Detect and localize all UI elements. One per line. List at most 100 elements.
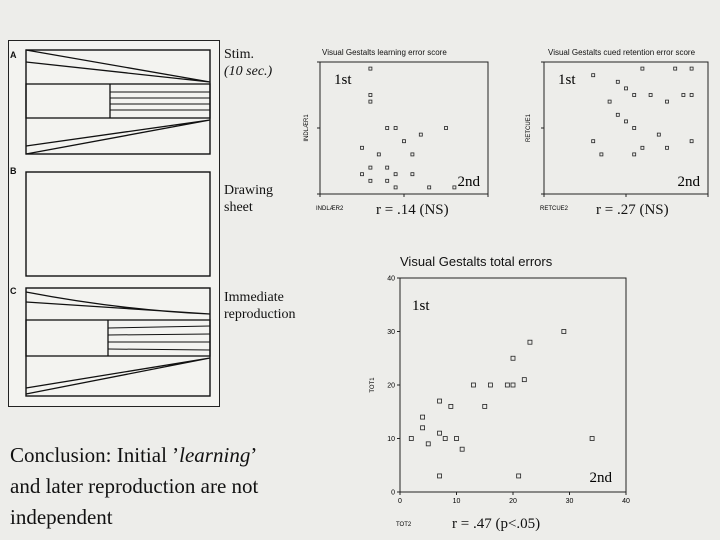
chart1-point [368,178,373,183]
chart1-annotation-1st: 1st [334,72,352,88]
chart1-point [368,165,373,170]
chart3-y-tick-label: 0 [391,490,395,497]
chart3-x-axis-label: TOT2 [396,522,412,528]
chart3-x-tick-label: 20 [509,498,517,505]
chart2-point [615,79,620,84]
panel-letter-a: A [10,50,17,60]
panel-letter-b: B [10,166,17,176]
chart3-point [510,382,516,388]
chart3-point [437,430,442,436]
chart1-point [360,145,364,150]
chart1-point [385,178,390,183]
chart2-point [689,139,694,144]
chart1-y-axis-label: INDLÆR1 [304,114,310,142]
chart3-point [437,473,442,479]
chart1-point [444,126,448,130]
chart1-x-axis-label: INDLÆR2 [316,206,344,212]
chart1-point [360,172,364,177]
conclusion-line-2: and later reproduction are not [10,474,259,498]
panel-b-label: Drawing sheet [224,183,273,215]
stimulus-figure [8,40,220,407]
chart1-point [427,185,432,190]
chart1-point [376,152,381,157]
chart3-plot-frame [399,277,627,493]
chart1-point [452,185,457,190]
chart2-point [673,66,678,71]
chart1-point [385,126,390,130]
chart1-point [368,66,373,71]
chart3-point [454,436,459,441]
chart1-point [418,132,423,137]
chart1-scatter: 1st 2nd INDLÆR2 INDLÆR1 [304,61,489,212]
chart2-point [632,152,637,157]
chart1-point [410,172,415,177]
chart3-r-value: r = .47 (p<.05) [452,516,541,532]
panel-letter-c: C [10,286,17,296]
chart2-title: Visual Gestalts cued retention error sco… [548,48,696,57]
chart3-annotation-2nd: 2nd [590,470,613,486]
chart3-point [459,446,465,452]
chart2-point [656,132,661,137]
chart3-point [420,425,425,431]
chart2-point [632,93,637,97]
conclusion-line-1: Conclusion: Initial ’learning’ [10,443,258,467]
chart1-point [393,172,398,177]
conclusion-line-3: independent [10,505,113,529]
chart3-point [561,329,567,334]
chart3-annotation-1st: 1st [412,298,430,314]
chart2-x-axis-label: RETCUE2 [540,206,569,212]
chart2-point [689,93,694,97]
chart2-annotation-1st: 1st [558,72,576,88]
chart2-point [689,66,694,71]
chart1-r-value: r = .14 (NS) [376,202,449,218]
chart2-point [591,139,596,144]
panel-a-drawing [25,49,211,155]
conclusion-text: Conclusion: Initial ’learning’ and later… [10,440,258,533]
chart3-point [442,436,448,441]
chart1-title: Visual Gestalts learning error score [322,48,447,57]
chart2-y-axis-label: RETCUE1 [526,113,532,142]
chart2-point [640,145,645,150]
chart3-point [420,414,425,420]
chart2-point [665,145,669,150]
chart2-point [607,99,612,104]
chart3-x-tick-label: 0 [398,498,402,505]
chart2-point [632,126,637,130]
chart3-point [516,473,522,479]
chart3-point [471,382,476,388]
chart3-scatter: 0 10 20 30 40 0 10 20 30 40 1st 2nd TOT2 TOT1 [370,276,630,529]
chart2-scatter: 1st 2nd RETCUE2 RETCUE1 [526,61,709,212]
chart2-point [648,93,653,97]
chart2-point [615,112,620,117]
chart3-point [488,382,493,388]
chart3-point [425,441,431,447]
chart2-point [640,66,645,71]
chart3-point [589,436,595,441]
chart3-x-tick-label: 10 [453,498,461,505]
chart3-point [527,339,533,345]
chart3-point [408,436,414,441]
chart1-point [385,165,390,170]
chart1-point [393,185,398,190]
chart3-y-tick-label: 30 [387,329,395,336]
chart3-y-tick-label: 40 [387,276,395,283]
chart3-point [448,403,454,409]
chart1-point [410,152,415,157]
chart3-point [482,403,488,409]
chart3-point [437,398,442,404]
panel-c-drawing [25,287,211,397]
chart3-title: Visual Gestalts total errors [400,254,553,269]
chart3-y-tick-label: 10 [387,436,395,443]
chart2-point [624,86,628,91]
chart3-point [510,355,516,361]
chart1-point [402,139,406,144]
panel-b-drawing-sheet [25,171,211,277]
chart1-annotation-2nd: 2nd [458,174,481,190]
panel-a-label: Stim. (10 sec.) [224,47,273,79]
chart3-y-axis-label: TOT1 [370,377,376,393]
chart1-point [393,126,398,130]
chart2-r-value: r = .27 (NS) [596,202,669,218]
chart3-point [504,382,510,388]
chart2-annotation-2nd: 2nd [678,174,701,190]
chart3-x-tick-label: 40 [622,498,630,505]
